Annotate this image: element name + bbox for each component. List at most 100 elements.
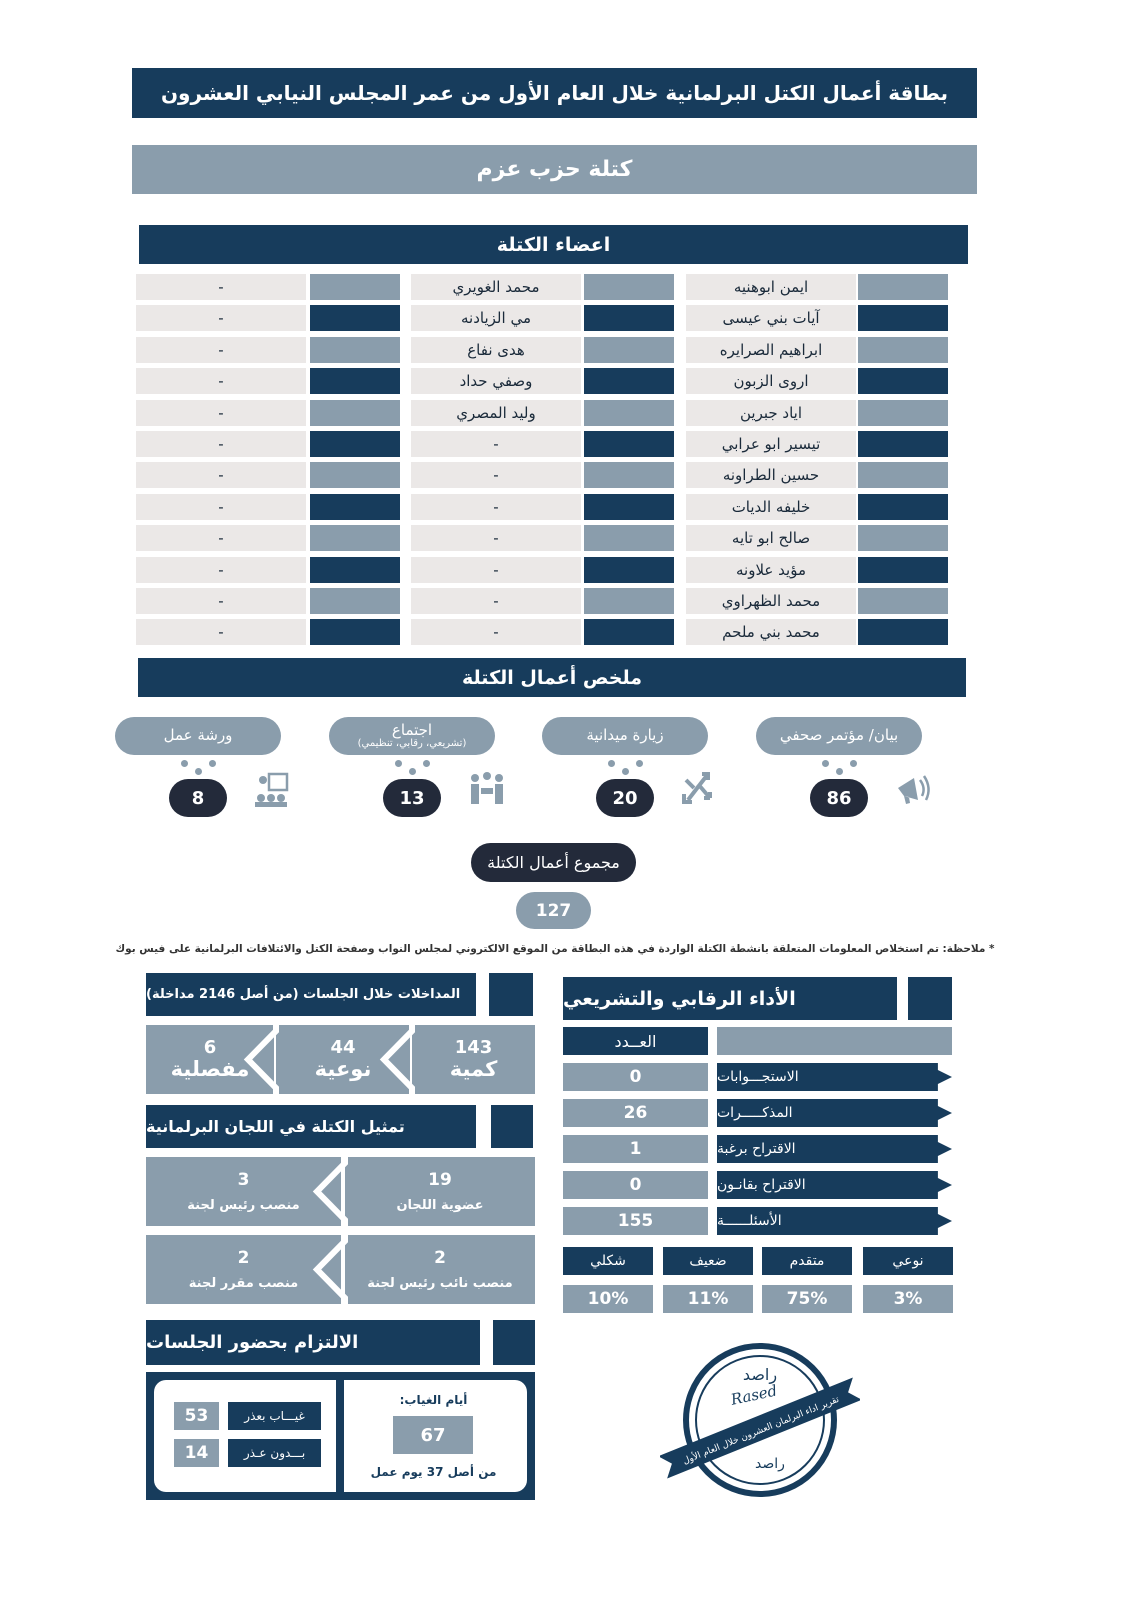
performance-value: 0 <box>563 1063 708 1091</box>
intervention-value: 44 <box>330 1037 356 1059</box>
intervention-cell: 6 مفصلية <box>146 1025 274 1094</box>
dot <box>608 760 615 767</box>
member-color-block <box>584 493 674 520</box>
member-color-block <box>310 336 400 363</box>
member-name: - <box>411 462 581 489</box>
member-name: - <box>136 305 306 332</box>
committee-cell: 3 منصب رئيس لجنة <box>146 1157 341 1226</box>
intervention-label: مفصلية <box>170 1056 250 1081</box>
member-name: - <box>411 525 581 552</box>
absence-value: 67 <box>393 1416 473 1454</box>
member-color-block <box>858 336 948 363</box>
member-name: - <box>411 556 581 583</box>
member-name: - <box>136 274 306 300</box>
summary-value: 8 <box>169 779 227 817</box>
total-value: 127 <box>516 892 591 929</box>
member-name: - <box>136 588 306 614</box>
committee-value: 2 <box>434 1248 446 1268</box>
member-color-block <box>584 556 674 583</box>
summary-label: ورشة عمل <box>163 726 233 745</box>
member-name: - <box>136 462 306 489</box>
member-name: - <box>411 431 581 457</box>
header-square <box>493 1320 535 1365</box>
summary-sublabel: (تشريعي، رقابي، تنظيمي) <box>357 737 467 749</box>
summary-value: 20 <box>596 779 654 817</box>
performance-value: 0 <box>563 1171 708 1199</box>
member-color-block <box>584 336 674 363</box>
committee-label: عضوية اللجان <box>396 1198 484 1213</box>
count-header: العــدد <box>563 1027 708 1055</box>
member-name: - <box>136 431 306 457</box>
member-color-block <box>584 431 674 457</box>
intervention-cell: 44 نوعية <box>276 1025 410 1094</box>
member-color-block <box>584 462 674 489</box>
member-color-block <box>310 368 400 395</box>
members-header: اعضاء الكتلة <box>139 225 968 264</box>
member-color-block <box>858 619 948 646</box>
member-name: - <box>411 619 581 646</box>
intervention-value: 6 <box>203 1037 217 1059</box>
member-name: - <box>411 588 581 614</box>
dot <box>181 760 188 767</box>
member-color-block <box>310 619 400 646</box>
excused-value: 53 <box>174 1402 219 1430</box>
member-name: - <box>136 336 306 363</box>
performance-value: 1 <box>563 1135 708 1163</box>
summary-label: اجتماع <box>391 720 433 739</box>
rating-value: 10% <box>563 1285 653 1313</box>
member-name: اروى الزبون <box>686 368 856 395</box>
svg-text:راصد: راصد <box>755 1456 785 1472</box>
intervention-cell: 143 كمية <box>412 1025 535 1094</box>
member-color-block <box>310 493 400 520</box>
member-name: تيسير ابو عرابي <box>686 431 856 457</box>
member-color-block <box>858 431 948 457</box>
member-color-block <box>584 368 674 395</box>
member-color-block <box>858 525 948 552</box>
member-name: - <box>136 399 306 426</box>
label-header <box>717 1027 952 1055</box>
chevron-divider <box>311 1235 351 1304</box>
performance-value: 26 <box>563 1099 708 1127</box>
committee-cell: 19 عضوية اللجان <box>345 1157 535 1226</box>
member-name: آيات بني عيسى <box>686 305 856 332</box>
member-color-block <box>310 399 400 426</box>
dot <box>822 760 829 767</box>
summary-label-pill: اجتماع (تشريعي، رقابي، تنظيمي) <box>329 717 495 755</box>
bloc-name: كتلة حزب عزم <box>132 145 977 194</box>
summary-header: ملخص أعمال الكتلة <box>138 658 966 697</box>
member-name: مؤيد علاونه <box>686 556 856 583</box>
rating-label: شكلي <box>563 1247 653 1275</box>
chevron-divider <box>311 1157 351 1226</box>
member-name: صالح ابو تايه <box>686 525 856 552</box>
dot <box>423 760 430 767</box>
unexcused-label: بـــدون عـذر <box>228 1439 321 1467</box>
summary-label-pill: زيارة ميدانية <box>542 717 708 755</box>
member-name: هدى نفاع <box>411 336 581 363</box>
chevron-divider <box>378 1025 418 1094</box>
member-name: - <box>411 493 581 520</box>
performance-value: 155 <box>563 1207 708 1235</box>
member-color-block <box>310 305 400 332</box>
workshop-icon <box>253 770 293 810</box>
committee-label: منصب رئيس لجنة <box>187 1198 300 1213</box>
member-color-block <box>584 274 674 300</box>
member-name: مي الزيادنه <box>411 305 581 332</box>
summary-value: 13 <box>383 779 441 817</box>
dot <box>409 768 416 775</box>
attendance-header: الالتزام بحضور الجلسات <box>146 1320 480 1365</box>
committee-cell: 2 منصب نائب رئيس لجنة <box>345 1235 535 1304</box>
member-color-block <box>310 588 400 614</box>
meeting-icon <box>467 770 507 810</box>
megaphone-icon <box>894 770 934 810</box>
performance-label: الاقتراح برغبة <box>717 1135 952 1163</box>
absence-label: أيام الغياب: <box>399 1393 468 1407</box>
dot <box>209 760 216 767</box>
member-name: - <box>136 556 306 583</box>
rased-stamp: راصد Rased تقرير اداء البرلمان العشرون خ… <box>660 1343 860 1497</box>
member-name: وليد المصري <box>411 399 581 426</box>
attendance-box: أيام الغياب: 67 من أصل 37 يوم عمل 53 غيـ… <box>146 1372 535 1500</box>
member-color-block <box>858 588 948 614</box>
committee-label: منصب مقرر لجنة <box>188 1276 299 1291</box>
member-name: محمد الغويري <box>411 274 581 300</box>
member-name: - <box>136 619 306 646</box>
